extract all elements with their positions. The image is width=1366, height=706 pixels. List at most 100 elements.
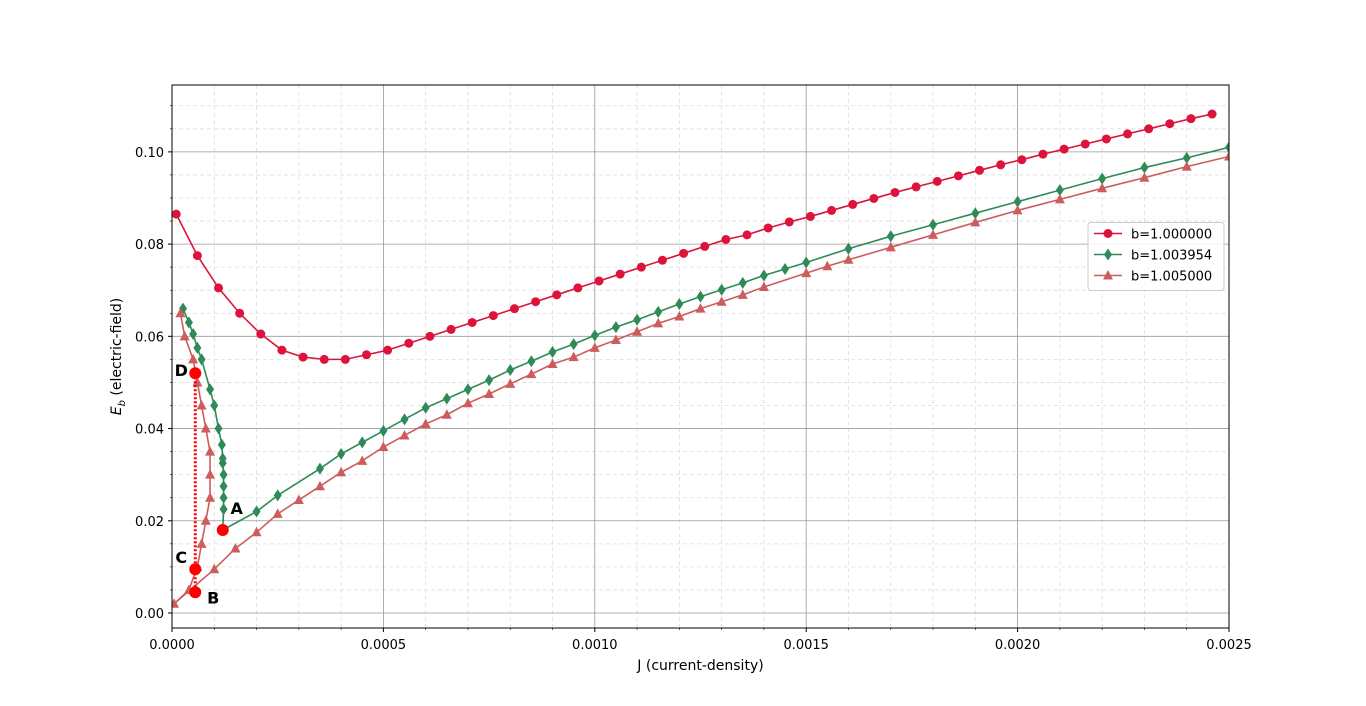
data-point (1186, 114, 1196, 124)
data-point (696, 290, 705, 303)
plot-frame (171, 84, 1230, 629)
data-point (590, 329, 599, 342)
data-point (400, 413, 409, 426)
data-point (1181, 161, 1192, 171)
data-point (929, 218, 938, 231)
data-point (485, 374, 494, 387)
data-point (1165, 119, 1175, 129)
x-axis-label: J (current-density) (636, 658, 763, 674)
data-point (1123, 129, 1133, 139)
data-point (657, 255, 667, 265)
data-point (827, 205, 837, 215)
data-point (421, 401, 430, 414)
data-point (1097, 182, 1108, 193)
data-point (219, 468, 228, 481)
data-point (462, 397, 473, 408)
data-point (763, 223, 773, 233)
data-point (484, 388, 495, 398)
data-point (1038, 149, 1048, 159)
data-point (184, 316, 193, 329)
data-point (975, 165, 985, 175)
y-tick-label: 0.10 (135, 146, 164, 161)
data-point (932, 176, 942, 186)
data-point (214, 422, 223, 435)
data-point (1140, 161, 1149, 174)
data-point (210, 399, 219, 412)
data-point (569, 338, 578, 351)
y-tick-label: 0.06 (135, 330, 164, 345)
data-point (848, 199, 858, 209)
data-point (822, 260, 833, 271)
data-point (175, 307, 186, 318)
data-point (633, 313, 642, 326)
data-point (928, 229, 939, 239)
data-point (1101, 134, 1111, 144)
data-point (805, 211, 815, 221)
data-point (1054, 193, 1065, 204)
data-point (383, 345, 393, 355)
data-point (463, 383, 472, 396)
data-point (1012, 204, 1023, 215)
data-point (205, 469, 216, 479)
data-point (742, 230, 752, 240)
data-point (235, 308, 245, 318)
data-point (217, 438, 226, 451)
data-point (632, 326, 643, 336)
annotation-point (189, 367, 202, 380)
legend-label: b=1.000000 (1131, 228, 1212, 243)
data-point (214, 283, 224, 293)
data-point (251, 526, 262, 537)
data-point (298, 352, 308, 362)
plot-area (172, 109, 1229, 608)
annotation-point (216, 524, 229, 537)
data-point (196, 538, 207, 548)
data-point (886, 230, 895, 243)
data-point (610, 334, 621, 345)
data-point (781, 262, 790, 275)
y-tick-label: 0.04 (135, 423, 164, 438)
data-point (801, 267, 812, 278)
data-point (547, 358, 558, 368)
data-point (589, 342, 600, 352)
data-point (273, 489, 282, 502)
data-point (1080, 139, 1090, 149)
data-point (531, 297, 541, 307)
data-point (488, 311, 498, 321)
data-point (1098, 172, 1107, 185)
data-point (399, 429, 410, 440)
data-point (442, 392, 451, 405)
data-point (636, 262, 646, 272)
data-point (172, 598, 180, 608)
annotation-label: A (231, 499, 244, 518)
x-tick-label: 0.0005 (361, 638, 407, 653)
data-point (315, 462, 324, 475)
data-point (1055, 184, 1064, 197)
data-point (526, 368, 537, 379)
legend-marker (1103, 229, 1113, 238)
data-point (277, 345, 287, 355)
x-tick-label: 0.0000 (149, 638, 195, 653)
data-point (293, 494, 304, 505)
data-point (695, 303, 706, 313)
data-point (1144, 124, 1154, 134)
data-point (361, 350, 371, 360)
data-point (441, 409, 452, 419)
data-point (192, 251, 202, 261)
data-point (337, 447, 346, 460)
data-point (420, 418, 431, 428)
data-point (869, 193, 879, 203)
data-point (911, 182, 921, 192)
y-axis-subscript: b (117, 400, 128, 406)
data-point (188, 353, 199, 364)
y-tick-label: 0.00 (135, 607, 164, 622)
data-point (467, 317, 477, 327)
data-point (357, 455, 368, 465)
data-point (1017, 155, 1027, 165)
data-point (189, 328, 198, 341)
data-point (996, 160, 1006, 170)
x-tick-label: 0.0015 (783, 638, 829, 653)
data-point (219, 480, 228, 493)
data-point (654, 305, 663, 318)
